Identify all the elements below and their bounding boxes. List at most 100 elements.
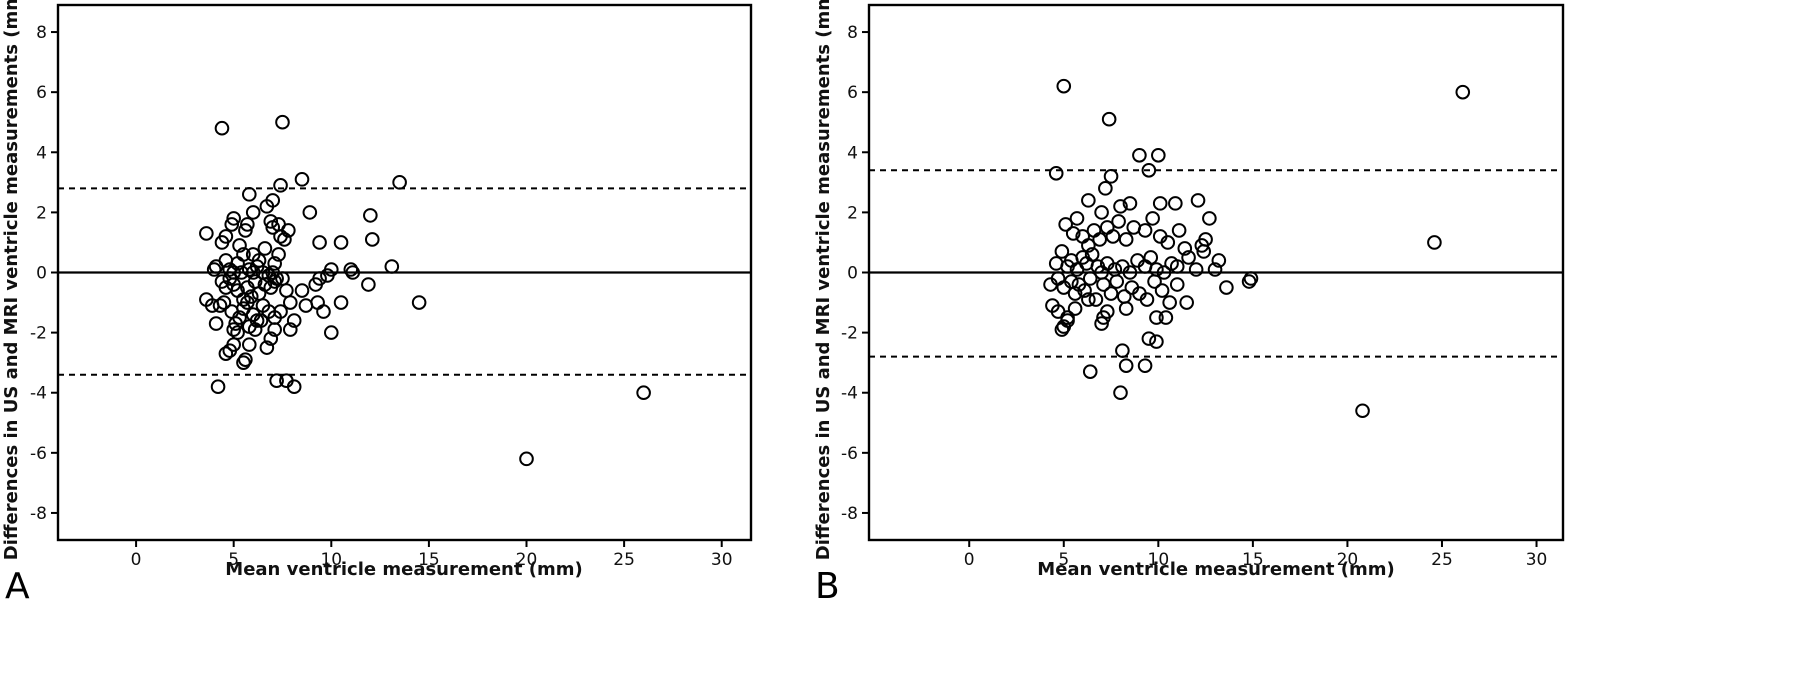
panel-b-data-point: [1355, 403, 1370, 419]
panel-a-data-point: [240, 295, 255, 310]
panel-a-data-point: [308, 277, 323, 292]
panel-b-data-point: [1147, 274, 1162, 289]
panel-b-data-point: [1067, 286, 1083, 301]
panel-a-data-point: [253, 313, 269, 328]
panel-a-data-point: [232, 238, 247, 253]
panel-a-y-tick-label: -4: [30, 384, 47, 404]
panel-a-x-axis: 0 5 10 15 20 25 30: [131, 540, 733, 570]
panel-a-data-point: [302, 205, 318, 220]
panel-b-data-point: [1122, 265, 1138, 280]
panel-a-data-point: [251, 286, 267, 301]
panel-a-data-point: [279, 283, 294, 298]
panel-a-data-point: [316, 304, 331, 319]
panel-a-x-label: Mean ventricle measurement (mm): [225, 559, 582, 580]
panel-a-x-tick-label: 5: [228, 550, 239, 570]
panel-a-data-point: [323, 325, 339, 340]
panel-a-data-point: [263, 214, 279, 229]
panel-b-data-point: [1151, 147, 1166, 163]
panel-b-data-point: [1077, 283, 1092, 298]
panel-b-y-label: Differences in US and MRI ventricle meas…: [813, 0, 834, 560]
panel-b-data-point: [1081, 238, 1096, 253]
panel-a-data-point: [242, 262, 257, 277]
panel-a-data-point: [267, 256, 282, 271]
panel-a-data-point: [294, 283, 310, 298]
panel-b-x-tick-label: 5: [1058, 550, 1069, 570]
panel-b-data-point: [1152, 196, 1168, 211]
panel-a-y-tick-label: 2: [36, 203, 47, 223]
panel-b-y-tick-label: -4: [841, 384, 858, 404]
panel-a-data-point: [286, 379, 302, 395]
panel-a-data-point: [206, 262, 222, 277]
panel-b-data-point: [1207, 262, 1223, 277]
panel-a-points: [199, 114, 651, 467]
panel-a-x-tick-label: 0: [131, 550, 142, 570]
panel-b-data-point: [1171, 223, 1187, 238]
panel-b-data-point: [1188, 262, 1204, 277]
panel-b-data-point: [1109, 274, 1125, 289]
panel-a-data-point: [230, 325, 245, 340]
panel-a-data-point: [298, 298, 314, 313]
panel-b-points: [1043, 78, 1471, 419]
panel-b-y-tick-label: 2: [847, 203, 858, 223]
panel-a-y-axis: -8 -6 -4 -2 0 2 4 6 8: [30, 23, 58, 524]
panel-b-data-point: [1455, 84, 1471, 100]
panel-b-data-point: [1094, 205, 1109, 220]
panel-b-data-point: [1101, 111, 1117, 127]
panel-b-data-point: [1149, 262, 1164, 277]
panel-b-data-point: [1139, 292, 1155, 307]
panel-b-data-point: [1069, 211, 1085, 226]
panel-a-data-point: [212, 298, 228, 313]
panel-a-y-tick-label: 8: [36, 23, 47, 43]
panel-b-data-point: [1056, 78, 1072, 94]
panel-a-x-tick-label: 25: [613, 550, 635, 570]
panel-b-data-point: [1115, 343, 1130, 358]
panel-b-data-point: [1160, 235, 1176, 250]
panel-b-data-point: [1143, 250, 1159, 265]
panel-b-x-tick-label: 20: [1337, 550, 1359, 570]
panel-b-letter: B: [815, 566, 840, 607]
panel-b-y-tick-label: 8: [847, 23, 858, 43]
panel-a-data-point: [323, 262, 339, 277]
panel-b-data-point: [1169, 259, 1185, 274]
panel-b-data-point: [1088, 292, 1104, 307]
panel-b-data-point: [1065, 226, 1081, 241]
panel-a-x-tick-label: 15: [418, 550, 440, 570]
panel-a-y-label: Differences in US and MRI ventricle meas…: [1, 0, 22, 560]
panel-b-data-point: [1118, 301, 1134, 316]
panel-a-data-point: [312, 235, 327, 250]
panel-a-y-tick-label: 4: [36, 143, 47, 163]
panel-a-x-tick-label: 30: [711, 550, 733, 570]
panel-b-data-point: [1179, 295, 1194, 310]
panel-b-x-tick-label: 15: [1242, 550, 1264, 570]
panel-b-y-tick-label: -2: [841, 324, 858, 344]
panel-b-data-point: [1169, 277, 1185, 292]
panel-a-data-point: [364, 232, 380, 247]
panel-b-data-point: [1149, 310, 1164, 325]
panel-a-data-point: [283, 322, 298, 337]
panel-b-data-point: [1099, 304, 1115, 319]
panel-b-data-point: [1084, 247, 1100, 262]
panel-a-data-point: [232, 310, 247, 325]
panel-b-data-point: [1137, 358, 1153, 373]
panel-b-data-point: [1103, 286, 1119, 301]
panel-b-data-point: [1190, 193, 1206, 208]
panel-b-data-point: [1092, 232, 1108, 247]
panel-b-x-axis: 0 5 10 15 20 25 30: [964, 540, 1548, 570]
panel-a-data-point: [242, 187, 257, 202]
panel-a-data-point: [273, 304, 288, 319]
panel-b-data-point: [1118, 358, 1134, 373]
panel-a-data-point: [208, 316, 224, 331]
panel-a-data-point: [286, 313, 302, 328]
panel-b-x-tick-label: 30: [1526, 550, 1548, 570]
panel-a-data-point: [333, 295, 349, 310]
panel-b-x-tick-label: 0: [964, 550, 975, 570]
panel-b-data-point: [1122, 196, 1138, 211]
panel-a-data-point: [240, 217, 255, 232]
panel-a-x-tick-label: 20: [516, 550, 538, 570]
panel-a-y-tick-label: 0: [36, 264, 47, 284]
panel-b-y-tick-label: 6: [847, 83, 858, 103]
panel-a-data-point: [218, 229, 234, 244]
panel-b-data-point: [1086, 223, 1102, 238]
panel-b-x-tick-label: 10: [1148, 550, 1170, 570]
